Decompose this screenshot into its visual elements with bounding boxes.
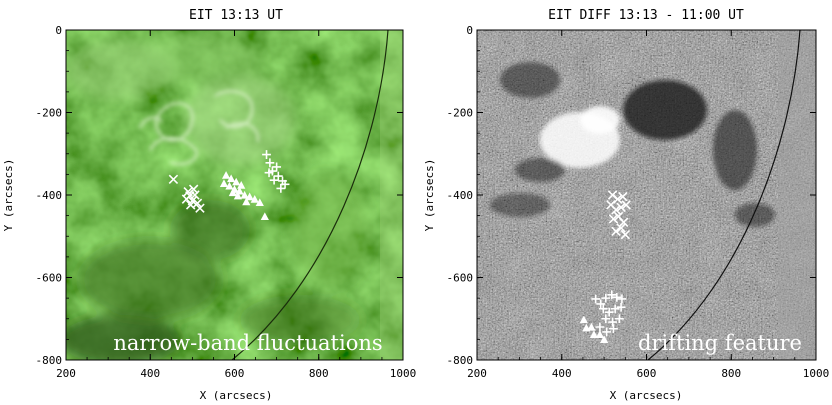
triangle-marker xyxy=(219,179,229,188)
y-tick-label: -600 xyxy=(36,272,63,285)
plus-marker xyxy=(604,307,614,317)
x-marker xyxy=(616,223,626,233)
triangle-marker xyxy=(233,191,242,200)
panel-right-title: EIT DIFF 13:13 - 11:00 UT xyxy=(548,8,744,23)
plus-marker xyxy=(601,314,611,324)
panel-right-xlabel: X (arcsecs) xyxy=(610,389,683,402)
x-tick-label: 600 xyxy=(637,367,657,380)
x-marker xyxy=(608,214,619,224)
x-marker xyxy=(620,229,631,240)
panel-left: EIT 13:13 UT xyxy=(2,8,416,402)
plus-marker xyxy=(264,168,274,178)
triangle-marker xyxy=(240,190,249,199)
x-marker xyxy=(618,217,629,227)
x-marker xyxy=(185,200,196,210)
y-tick-label: -400 xyxy=(36,189,63,202)
plus-marker xyxy=(610,304,620,314)
panel-right-annotation: drifting feature xyxy=(638,331,802,355)
panel-left-image: narrow-band fluctuations xyxy=(66,30,403,360)
triangle-marker xyxy=(225,181,234,190)
x-tick-label: 200 xyxy=(467,367,487,380)
plus-marker xyxy=(609,324,618,334)
plus-marker xyxy=(616,302,626,312)
plus-marker xyxy=(612,292,622,302)
x-tick-label: 400 xyxy=(552,367,572,380)
plus-marker xyxy=(272,162,282,172)
x-tick-label: 400 xyxy=(140,367,160,380)
triangle-marker xyxy=(228,188,237,197)
triangle-marker xyxy=(589,330,599,339)
y-tick-label: -400 xyxy=(447,189,474,202)
triangle-marker xyxy=(250,195,259,203)
plus-marker xyxy=(591,294,601,304)
y-tick-label: -800 xyxy=(447,354,474,367)
plus-marker xyxy=(608,317,617,327)
plus-marker xyxy=(262,150,271,159)
triangle-marker xyxy=(242,197,251,206)
x-marker xyxy=(611,205,621,215)
plus-marker xyxy=(265,158,275,168)
panel-left-title: EIT 13:13 UT xyxy=(189,8,283,23)
triangle-marker xyxy=(260,212,269,221)
x-marker xyxy=(168,174,179,185)
y-tick-label: 0 xyxy=(466,24,473,37)
panel-right-ylabel: Y (arcsecs) xyxy=(423,159,436,232)
plus-marker xyxy=(595,322,605,332)
x-tick-label: 800 xyxy=(721,367,741,380)
plus-marker xyxy=(269,175,279,185)
panel-left-xlabel: X (arcsecs) xyxy=(200,389,273,402)
x-marker xyxy=(188,184,199,194)
triangle-marker xyxy=(255,198,264,207)
x-marker xyxy=(611,226,621,237)
y-tick-label: -800 xyxy=(36,354,63,367)
x-tick-label: 1000 xyxy=(803,367,830,380)
x-marker xyxy=(616,202,626,213)
x-tick-label: 600 xyxy=(225,367,245,380)
plus-marker xyxy=(601,293,611,303)
triangle-marker xyxy=(595,330,604,339)
x-marker xyxy=(621,200,631,210)
triangle-marker xyxy=(600,335,609,343)
triangle-marker xyxy=(221,171,231,179)
y-tick-label: -600 xyxy=(447,272,474,285)
triangle-marker xyxy=(227,174,236,183)
x-tick-label: 1000 xyxy=(390,367,417,380)
x-marker xyxy=(195,203,205,213)
triangle-marker xyxy=(579,315,588,324)
plus-marker xyxy=(607,290,617,300)
plus-marker xyxy=(276,184,286,193)
x-marker xyxy=(192,198,203,208)
panel-left-ylabel: Y (arcsecs) xyxy=(2,159,15,232)
panel-left-annotation: narrow-band fluctuations xyxy=(113,331,382,355)
y-tick-label: 0 xyxy=(55,24,62,37)
plus-marker xyxy=(598,304,608,314)
plus-marker xyxy=(617,294,627,304)
x-tick-label: 200 xyxy=(56,367,76,380)
x-marker xyxy=(181,194,192,204)
y-tick-label: -200 xyxy=(36,107,63,120)
x-tick-label: 800 xyxy=(309,367,329,380)
plus-marker xyxy=(280,179,290,189)
triangle-marker xyxy=(237,181,246,189)
y-tick-label: -200 xyxy=(447,107,474,120)
triangle-marker xyxy=(232,177,241,186)
plus-marker xyxy=(614,314,624,324)
plus-marker xyxy=(602,327,612,337)
triangle-marker xyxy=(587,322,596,331)
x-marker xyxy=(618,191,628,202)
plus-marker xyxy=(596,299,606,309)
panel-right-image: drifting feature xyxy=(477,30,816,360)
triangle-marker xyxy=(245,192,254,201)
panel-right: EIT DIFF 13:13 - 11:00 UT drifting featu… xyxy=(423,8,829,402)
plus-marker xyxy=(273,171,283,181)
